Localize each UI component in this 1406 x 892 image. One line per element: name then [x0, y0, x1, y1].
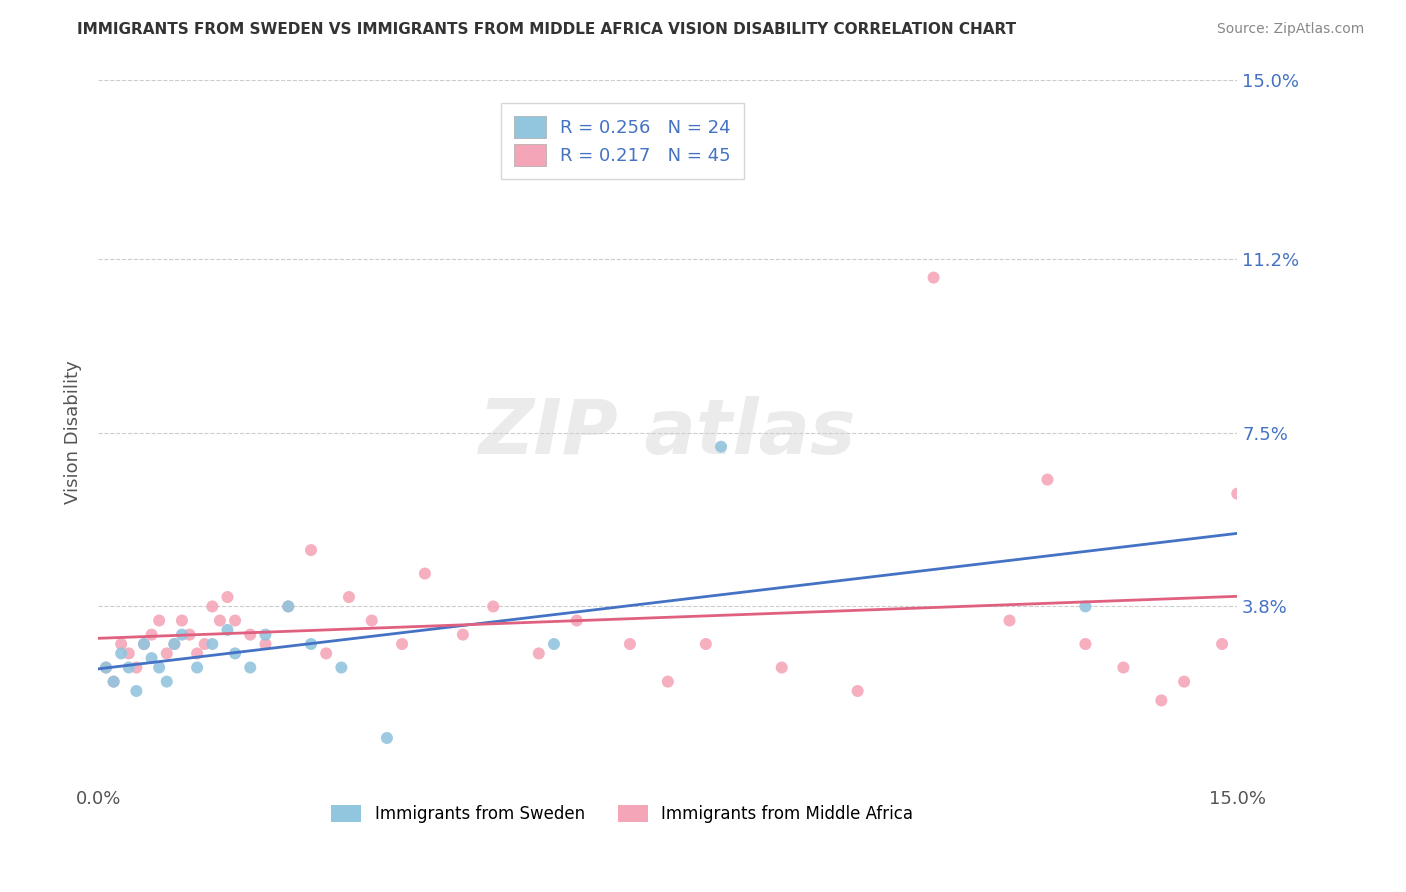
Point [156, 674, 179, 689]
Point [208, 614, 231, 628]
Text: Source: ZipAtlas.com: Source: ZipAtlas.com [1216, 22, 1364, 37]
Point [360, 614, 382, 628]
Point [451, 627, 474, 641]
Point [132, 637, 155, 651]
Point [527, 647, 550, 661]
Point [141, 651, 163, 665]
Point [94, 660, 117, 674]
Point [103, 674, 125, 689]
Point [94, 660, 117, 674]
Point [413, 566, 436, 581]
Point [170, 627, 193, 641]
Point [141, 627, 163, 641]
Point [277, 599, 299, 614]
Point [156, 647, 179, 661]
Point [132, 637, 155, 651]
Point [315, 647, 337, 661]
Text: ZIP atlas: ZIP atlas [479, 396, 856, 469]
Point [110, 637, 132, 651]
Point [337, 590, 360, 604]
Text: IMMIGRANTS FROM SWEDEN VS IMMIGRANTS FROM MIDDLE AFRICA VISION DISABILITY CORREL: IMMIGRANTS FROM SWEDEN VS IMMIGRANTS FRO… [77, 22, 1017, 37]
Point [217, 623, 239, 637]
Point [657, 674, 679, 689]
Point [170, 614, 193, 628]
Point [846, 684, 869, 698]
Point [619, 637, 641, 651]
Legend: Immigrants from Sweden, Immigrants from Middle Africa: Immigrants from Sweden, Immigrants from … [325, 798, 920, 830]
Point [239, 660, 262, 674]
Point [179, 627, 201, 641]
Point [163, 637, 186, 651]
Point [1211, 637, 1233, 651]
Point [710, 440, 733, 454]
Point [254, 637, 277, 651]
Point [201, 637, 224, 651]
Point [239, 627, 262, 641]
Point [186, 647, 208, 661]
Point [1074, 599, 1097, 614]
Point [695, 637, 717, 651]
Point [330, 660, 353, 674]
Point [299, 637, 322, 651]
Point [103, 674, 125, 689]
Point [254, 627, 277, 641]
Point [1226, 486, 1249, 500]
Point [565, 614, 588, 628]
Point [482, 599, 505, 614]
Point [194, 637, 217, 651]
Point [125, 684, 148, 698]
Point [543, 637, 565, 651]
Point [277, 599, 299, 614]
Point [1173, 674, 1195, 689]
Point [770, 660, 793, 674]
Point [148, 614, 170, 628]
Point [1150, 693, 1173, 707]
Point [1112, 660, 1135, 674]
Point [922, 270, 945, 285]
Point [375, 731, 398, 745]
Point [186, 660, 208, 674]
Point [391, 637, 413, 651]
Point [118, 660, 141, 674]
Point [201, 599, 224, 614]
Point [148, 660, 170, 674]
Point [224, 614, 246, 628]
Point [299, 543, 322, 558]
Point [118, 647, 141, 661]
Point [1036, 473, 1059, 487]
Y-axis label: Vision Disability: Vision Disability [63, 360, 82, 505]
Point [217, 590, 239, 604]
Point [1074, 637, 1097, 651]
Point [163, 637, 186, 651]
Point [110, 647, 132, 661]
Point [998, 614, 1021, 628]
Point [125, 660, 148, 674]
Point [224, 647, 246, 661]
